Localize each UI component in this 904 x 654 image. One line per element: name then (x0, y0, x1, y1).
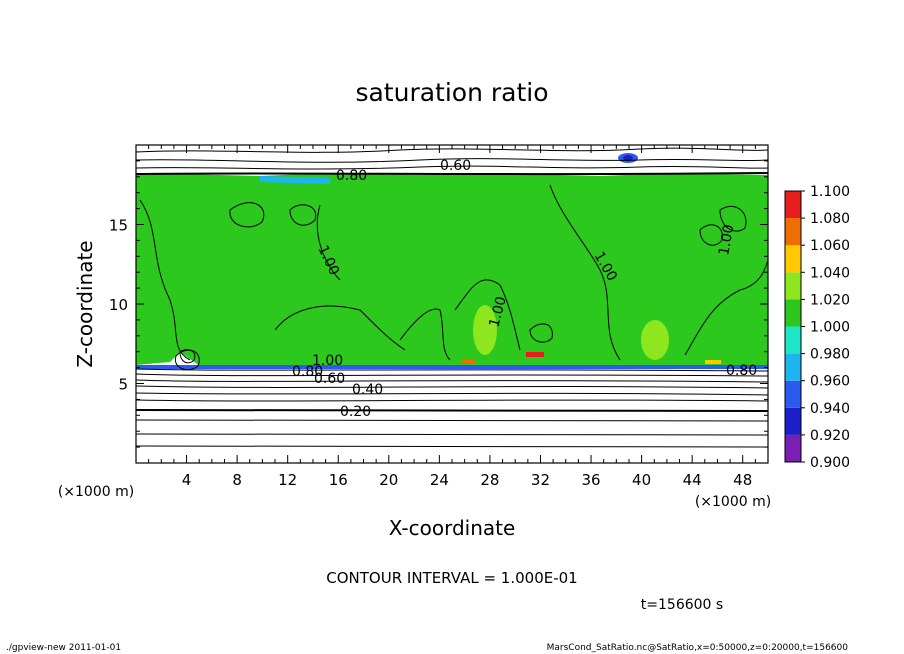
contour-label: 0.60 (314, 371, 345, 387)
slight-supersat (473, 305, 497, 355)
colorbar-swatch (785, 434, 801, 462)
y-unit-label: (×1000 m) (58, 484, 134, 500)
contour-label-group: 0.60 0.80 1.00 1.00 1.00 1.00 1.00 0.80 … (292, 158, 757, 420)
colorbar-swatch (785, 245, 801, 273)
y-tick-label: 10 (109, 296, 128, 314)
x-tick-label: 44 (683, 471, 702, 489)
contour-label: 0.80 (726, 363, 757, 379)
colorbar-label: 1.020 (810, 292, 850, 308)
colorbar-swatch (785, 380, 801, 408)
colorbar-label: 0.920 (810, 428, 850, 444)
supersat-spot (526, 352, 544, 357)
time-label: t=156600 s (641, 597, 723, 613)
contour-label: 1.00 (312, 353, 343, 369)
x-tick-label: 24 (430, 471, 449, 489)
x-tick-label: 32 (531, 471, 550, 489)
contour-interval-note: CONTOUR INTERVAL = 1.000E-01 (326, 569, 577, 587)
x-tick-label: 48 (733, 471, 752, 489)
colorbar-label: 1.060 (810, 238, 850, 254)
supersat-spot (705, 360, 721, 364)
x-tick-label: 20 (379, 471, 398, 489)
x-tick-label: 8 (232, 471, 242, 489)
contour-label: 0.40 (352, 382, 383, 398)
colorbar-label: 0.960 (810, 374, 850, 390)
x-tick-label: 28 (480, 471, 499, 489)
colorbar-swatch (785, 272, 801, 300)
colorbar-swatch (785, 299, 801, 327)
y-tick-label: 15 (109, 217, 128, 235)
supersat-spot (462, 360, 476, 364)
cold-pocket-core (623, 155, 633, 161)
colorbar-label: 1.080 (810, 211, 850, 227)
colorbar-label: 1.100 (810, 184, 850, 200)
footer-left: ./gpview-new 2011-01-01 (6, 643, 121, 653)
colorbar-label: 0.940 (810, 401, 850, 417)
contour-label: 0.80 (336, 168, 367, 184)
subsaturated-edge-top (260, 176, 330, 184)
colorbar-label: 1.040 (810, 265, 850, 281)
x-tick-label: 36 (581, 471, 600, 489)
colorbar-swatch (785, 326, 801, 354)
x-tick-label: 16 (329, 471, 348, 489)
colorbar-swatch (785, 191, 801, 219)
x-tick-label: 12 (278, 471, 297, 489)
subsaturated-edge-bottom (136, 365, 768, 369)
contour-label: 1.00 (716, 223, 737, 256)
contour-label: 0.80 (292, 364, 323, 380)
contour-label: 0.60 (440, 158, 471, 174)
contour-label: 1.00 (486, 295, 510, 329)
x-tick-label: 40 (632, 471, 651, 489)
footer-right: MarsCond_SatRatio.nc@SatRatio,x=0:50000,… (547, 643, 849, 653)
contour-lines (135, 147, 769, 448)
y-axis-label: Z-coordinate (73, 240, 97, 367)
saturated-region (136, 173, 768, 367)
y-tick-label: 5 (118, 376, 128, 394)
x-axis-label: X-coordinate (389, 516, 516, 540)
colorbar-label: 1.000 (810, 320, 850, 336)
colorbar-swatch (785, 407, 801, 435)
colorbar-swatch (785, 218, 801, 246)
plot-area: 0.60 0.80 1.00 1.00 1.00 1.00 1.00 0.80 … (109, 144, 769, 489)
slight-supersat (641, 320, 669, 360)
x-tick-label: 4 (182, 471, 192, 489)
chart-title: saturation ratio (355, 78, 548, 107)
colorbar-label: 0.980 (810, 347, 850, 363)
x-unit-label: (×1000 m) (695, 494, 771, 510)
contour-label: 0.20 (340, 404, 371, 420)
colorbar-label: 0.900 (810, 455, 850, 471)
colorbar-swatch (785, 353, 801, 381)
colorbar: 0.900 0.920 0.940 0.960 0.980 1.000 1.020 1.040… (784, 184, 850, 471)
